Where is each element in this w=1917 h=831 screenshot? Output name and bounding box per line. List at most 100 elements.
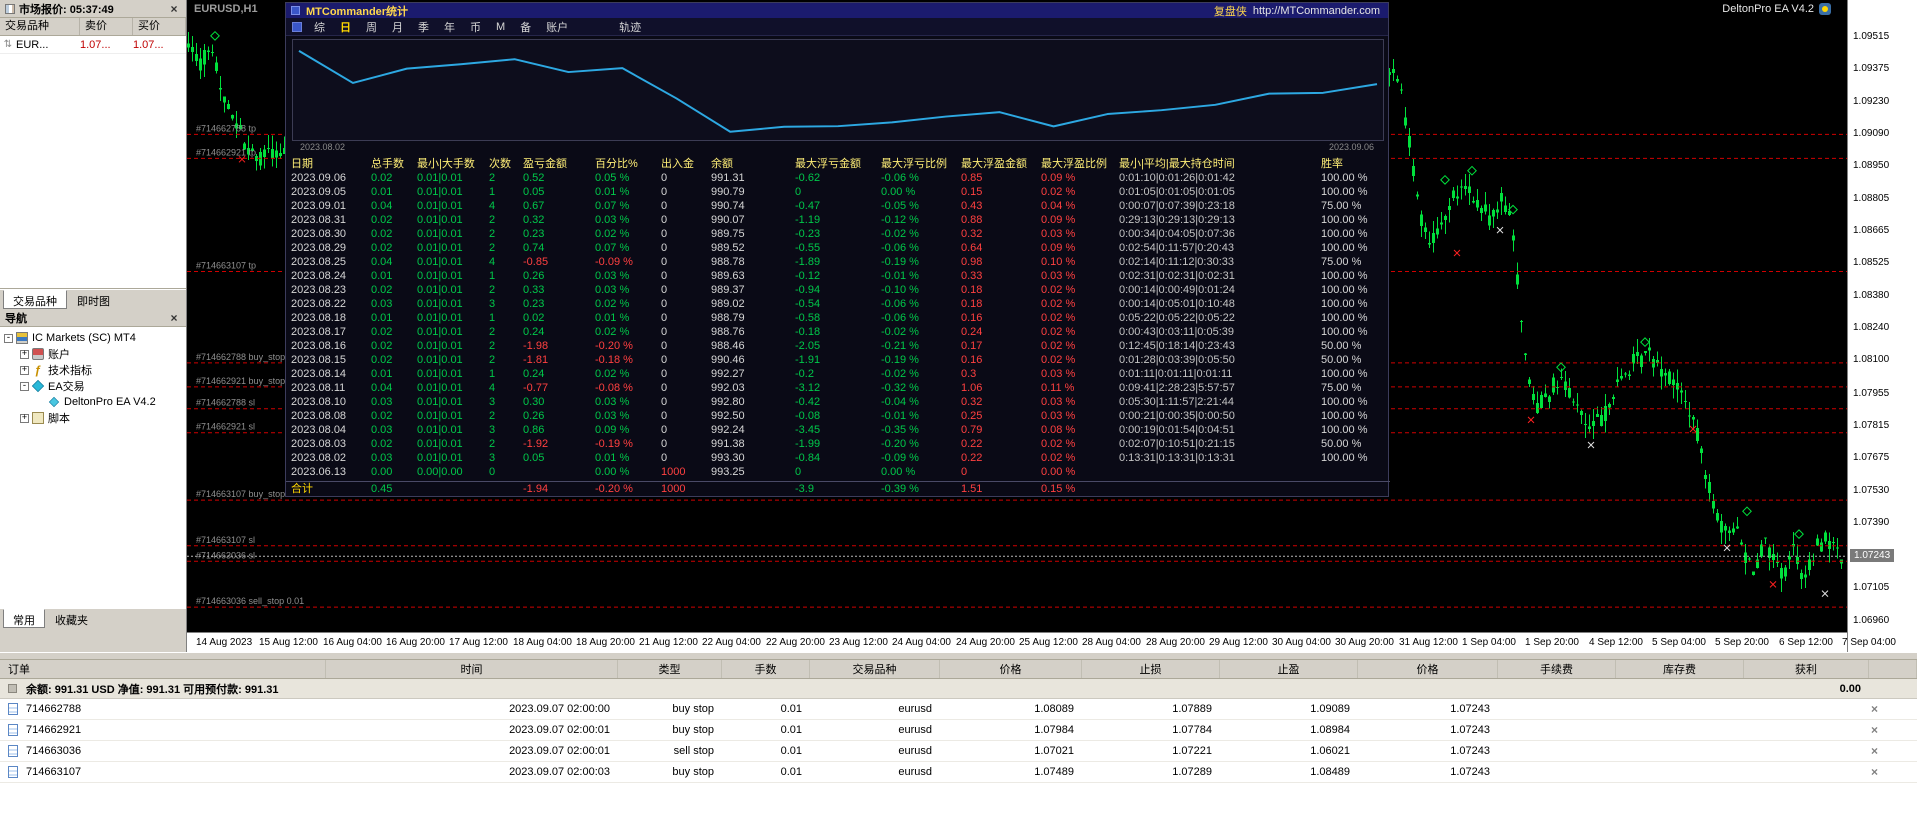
close-icon[interactable]: × <box>170 310 178 325</box>
tree-expand-icon[interactable]: - <box>20 380 29 391</box>
orders-col-header-库存费[interactable]: 库存费 <box>1616 660 1744 678</box>
orders-col-header-止盈[interactable]: 止盈 <box>1220 660 1358 678</box>
stats-row[interactable]: 2023.06.13 0.00 0.00|0.00 0 0.00 % 1000 993.25… <box>286 465 1390 479</box>
order-close-button[interactable]: × <box>1871 744 1879 758</box>
mtc-menu-日[interactable]: 日 <box>340 21 351 34</box>
price-axis[interactable]: 1.09515 1.09375 1.09230 1.09090 1.08950 1.088… <box>1847 0 1917 652</box>
stats-cell: 100.00 % <box>1321 410 1368 422</box>
orders-col-header-价格[interactable]: 价格 <box>1358 660 1498 678</box>
orders-col-header-类型[interactable]: 类型 <box>618 660 722 678</box>
tab-交易品种[interactable]: 交易品种 <box>3 290 67 309</box>
tree-item-IC Markets (SC) MT4[interactable]: - IC Markets (SC) MT4 <box>0 330 186 346</box>
orders-col-header-时间[interactable]: 时间 <box>326 660 618 678</box>
stats-row[interactable]: 2023.08.16 0.02 0.01|0.01 2 -1.98 -0.20 % 0 988… <box>286 339 1390 353</box>
stats-row[interactable]: 2023.08.30 0.02 0.01|0.01 2 0.23 0.02 % 0 989.7… <box>286 227 1390 241</box>
order-line-label: #714662921 tp <box>196 147 256 157</box>
order-close-button[interactable]: × <box>1871 702 1879 716</box>
tree-item-EA交易[interactable]: - EA交易 <box>0 378 186 394</box>
stats-cell: 2 <box>489 326 496 338</box>
stats-col-header: 最小|平均|最大持仓时间 <box>1119 158 1235 170</box>
close-icon[interactable]: × <box>170 1 178 16</box>
column-ask[interactable]: 买价 <box>133 18 186 35</box>
tab-即时图[interactable]: 即时图 <box>77 296 110 308</box>
mtc-menu-备[interactable]: 备 <box>520 21 532 34</box>
mtcommander-titlebar[interactable]: MTCommander统计 复盘侠 http://MTCommander.com <box>286 3 1388 18</box>
tree-item-技术指标[interactable]: + ƒ 技术指标 <box>0 362 186 378</box>
mtc-menu-综[interactable]: 综 <box>314 21 325 34</box>
mtc-menu-年[interactable]: 年 <box>444 21 455 34</box>
ea-smiley-icon[interactable] <box>1819 3 1831 15</box>
stats-row[interactable]: 2023.08.25 0.04 0.01|0.01 4 -0.85 -0.09 % 0 988… <box>286 255 1390 269</box>
stats-cell: 0.01|0.01 <box>417 424 463 436</box>
mtc-menu-月[interactable]: 月 <box>392 21 403 34</box>
column-bid[interactable]: 卖价 <box>80 18 133 35</box>
stats-row[interactable]: 2023.08.08 0.02 0.01|0.01 2 0.26 0.03 % 0 992.5… <box>286 409 1390 423</box>
stats-row[interactable]: 2023.08.29 0.02 0.01|0.01 2 0.74 0.07 % 0 989.5… <box>286 241 1390 255</box>
stats-row[interactable]: 2023.08.02 0.03 0.01|0.01 3 0.05 0.01 % 0 993.3… <box>286 451 1390 465</box>
time-axis[interactable]: 14 Aug 2023 15 Aug 12:00 16 Aug 04:00 16 Au… <box>187 632 1896 652</box>
stats-cell: -0.06 % <box>881 298 919 310</box>
mtc-menu-季[interactable]: 季 <box>418 21 429 34</box>
mtc-menu-账户[interactable]: 账户 <box>546 21 569 34</box>
order-row[interactable]: 714663107 2023.09.07 02:00:03 buy stop 0.01… <box>0 762 1917 783</box>
orders-col-header-交易品种[interactable]: 交易品种 <box>810 660 940 678</box>
horizontal-splitter[interactable] <box>0 652 1917 660</box>
tree-expand-icon[interactable]: + <box>20 412 29 423</box>
stats-row[interactable]: 2023.08.31 0.02 0.01|0.01 2 0.32 0.03 % 0 990.0… <box>286 213 1390 227</box>
mtc-menu-周[interactable]: 周 <box>366 21 377 34</box>
mtc-menu-M[interactable]: M <box>496 20 506 33</box>
brand-url[interactable]: http://MTCommander.com <box>1252 4 1380 17</box>
tree-expand-icon[interactable]: + <box>20 348 29 359</box>
orders-col-header-订单[interactable]: 订单 <box>0 660 326 678</box>
symbol-arrows-icon: ⇅ <box>3 39 13 50</box>
stats-row[interactable]: 2023.08.11 0.04 0.01|0.01 4 -0.77 -0.08 % 0 992… <box>286 381 1390 395</box>
orders-col-header-获利[interactable]: 获利 <box>1744 660 1869 678</box>
orders-col-header-止损[interactable]: 止损 <box>1082 660 1220 678</box>
stats-total-cell <box>706 482 790 496</box>
stats-cell: 4 <box>489 382 496 394</box>
stats-row[interactable]: 2023.08.18 0.01 0.01|0.01 1 0.02 0.01 % 0 988.7… <box>286 311 1390 325</box>
stats-cell: 0.03 <box>371 452 393 464</box>
tree-item-账户[interactable]: + 账户 <box>0 346 186 362</box>
tab-常用[interactable]: 常用 <box>3 609 45 628</box>
tree-item-脚本[interactable]: + 脚本 <box>0 410 186 426</box>
order-close-button[interactable]: × <box>1871 765 1879 779</box>
mtc-menu-轨迹[interactable]: 轨迹 <box>619 21 642 34</box>
time-axis-label: 1 Sep 04:00 <box>1462 637 1516 648</box>
stats-row[interactable]: 2023.08.22 0.03 0.01|0.01 3 0.23 0.02 % 0 989.0… <box>286 297 1390 311</box>
tab-收藏夹[interactable]: 收藏夹 <box>55 615 88 627</box>
stats-cell: 0.04 <box>371 256 393 268</box>
stats-col-header: 最大浮亏金额 <box>795 158 861 170</box>
stats-row[interactable]: 2023.08.17 0.02 0.01|0.01 2 0.24 0.02 % 0 988.7… <box>286 325 1390 339</box>
stats-row[interactable]: 2023.08.10 0.03 0.01|0.01 3 0.30 0.03 % 0 992.8… <box>286 395 1390 409</box>
tree-expand-icon[interactable]: + <box>20 364 29 375</box>
stats-row[interactable]: 2023.08.03 0.02 0.01|0.01 2 -1.92 -0.19 % 0 991… <box>286 437 1390 451</box>
orders-col-header-手数[interactable]: 手数 <box>722 660 810 678</box>
stats-row[interactable]: 2023.08.14 0.01 0.01|0.01 1 0.24 0.02 % 0 992.2… <box>286 367 1390 381</box>
stats-row[interactable]: 2023.08.15 0.02 0.01|0.01 2 -1.81 -0.18 % 0 990… <box>286 353 1390 367</box>
stats-cell: 0.26 <box>523 410 545 422</box>
order-cell: 1.07243 <box>1450 703 1490 715</box>
stats-row[interactable]: 2023.08.04 0.03 0.01|0.01 3 0.86 0.09 % 0 992.2… <box>286 423 1390 437</box>
stats-row[interactable]: 2023.08.24 0.01 0.01|0.01 1 0.26 0.03 % 0 989.6… <box>286 269 1390 283</box>
order-row[interactable]: 714662921 2023.09.07 02:00:01 buy stop 0.01… <box>0 720 1917 741</box>
tree-expand-icon[interactable]: - <box>4 332 13 343</box>
stats-row[interactable]: 2023.09.01 0.04 0.01|0.01 4 0.67 0.07 % 0 990.7… <box>286 199 1390 213</box>
order-row[interactable]: 714662788 2023.09.07 02:00:00 buy stop 0.01… <box>0 699 1917 720</box>
stats-cell: 2 <box>489 410 496 422</box>
mtc-menu-币[interactable]: 币 <box>470 21 481 34</box>
stats-row[interactable]: 2023.09.05 0.01 0.01|0.01 1 0.05 0.01 % 0 990.7… <box>286 185 1390 199</box>
column-symbol[interactable]: 交易品种 <box>0 18 80 35</box>
stats-row[interactable]: 2023.08.23 0.02 0.01|0.01 2 0.33 0.03 % 0 989.3… <box>286 283 1390 297</box>
order-close-button[interactable]: × <box>1871 723 1879 737</box>
stats-row[interactable]: 2023.09.06 0.02 0.01|0.01 2 0.52 0.05 % 0 991.3… <box>286 171 1390 185</box>
orders-col-header-价格[interactable]: 价格 <box>940 660 1082 678</box>
tree-item-DeltonPro EA V4.2[interactable]: DeltonPro EA V4.2 <box>0 394 186 410</box>
stats-cell: 2023.08.04 <box>291 424 347 436</box>
orders-col-header-手续费[interactable]: 手续费 <box>1498 660 1616 678</box>
symbol-row[interactable]: ⇅ EUR... 1.07... 1.07... <box>0 36 186 54</box>
order-row[interactable]: 714663036 2023.09.07 02:00:01 sell stop 0.0… <box>0 741 1917 762</box>
order-number: 714662921 <box>26 724 82 736</box>
price-axis-label: 1.08100 <box>1853 354 1890 365</box>
stats-cell: 0.03 % <box>595 284 630 296</box>
